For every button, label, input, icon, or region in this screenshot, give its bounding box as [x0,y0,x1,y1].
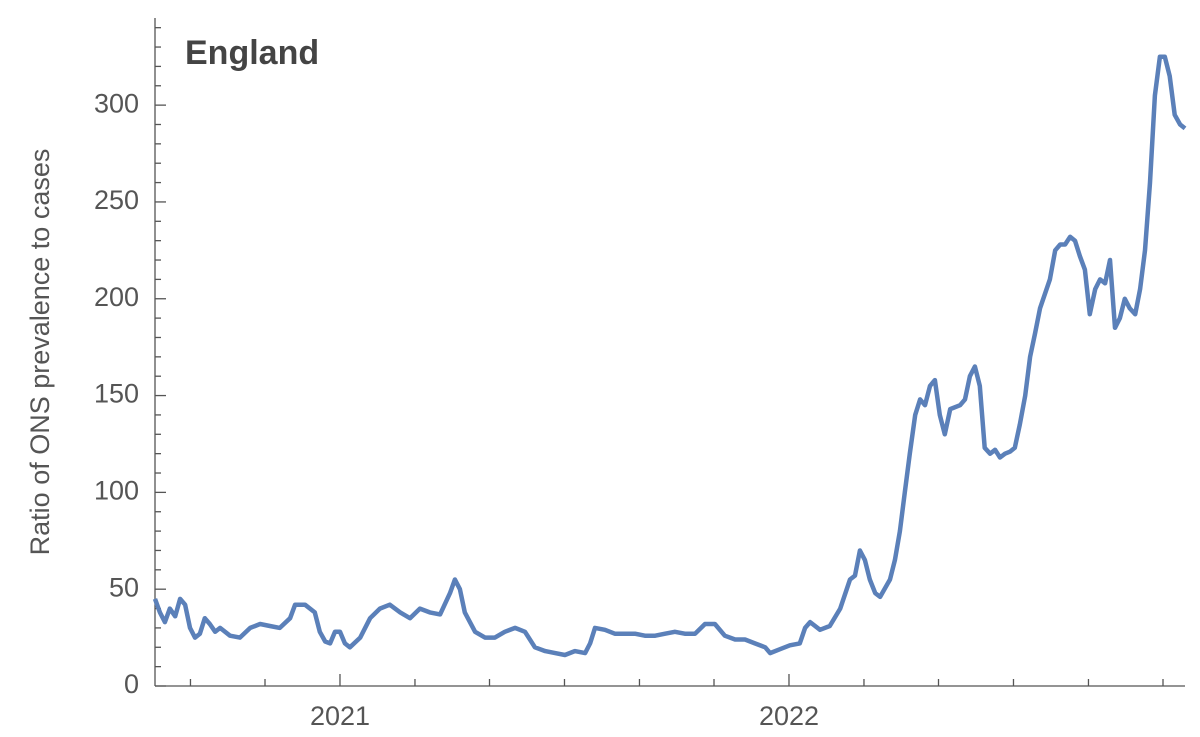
x-tick-label: 2022 [759,701,819,731]
y-tick-label: 50 [109,572,139,602]
chart-title: England [185,34,319,72]
x-tick-label: 2021 [310,701,370,731]
y-tick-label: 100 [94,476,139,506]
y-axis-label: Ratio of ONS prevalence to cases [25,149,55,556]
y-tick-label: 150 [94,379,139,409]
y-tick-label: 300 [94,88,139,118]
y-tick-label: 0 [124,669,139,699]
line-series [152,54,1187,658]
y-tick-label: 200 [94,282,139,312]
y-tick-label: 250 [94,185,139,215]
